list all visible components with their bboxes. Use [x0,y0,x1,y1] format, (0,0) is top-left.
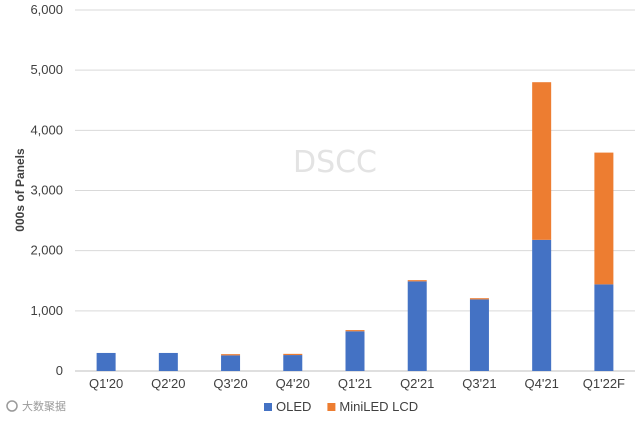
x-axis-ticks: Q1'20 Q2'20 Q3'20 Q4'20 Q1'21 Q2'21 Q3'21 Q4'21… [89,376,625,391]
source-logo-text: 大数聚据 [22,399,66,413]
bar-oled [345,331,365,371]
x-tick-label: Q3'21 [462,376,496,391]
y-tick-label: 5,000 [30,62,63,77]
y-tick-label: 3,000 [30,183,63,198]
bar-miniled-lcd [283,353,303,356]
bar-miniled-lcd [532,82,552,240]
gridlines [75,9,635,372]
x-tick-label: Q1'21 [338,376,372,391]
bar-miniled-lcd [221,354,241,356]
source-logo: 大数聚据 [6,399,66,413]
y-axis-label: 000s of Panels [13,148,27,232]
legend: OLED MiniLED LCD [264,399,418,414]
bar-oled [594,284,614,371]
bar-oled [469,299,489,371]
legend-swatch [264,403,272,411]
bars [96,82,614,371]
bar-miniled-lcd [407,280,427,282]
bar-oled [283,355,303,371]
bar-oled [158,352,178,371]
x-tick-label: Q1'20 [89,376,123,391]
legend-label: OLED [276,399,311,414]
y-tick-label: 2,000 [30,243,63,258]
y-tick-label: 4,000 [30,122,63,137]
x-tick-label: Q3'20 [213,376,247,391]
x-tick-label: Q4'21 [525,376,559,391]
bar-miniled-lcd [594,152,614,285]
y-axis-ticks: 0 1,000 2,000 3,000 4,000 5,000 6,000 [30,2,63,378]
bar-miniled-lcd [469,298,489,300]
bar-oled [407,281,427,371]
y-tick-label: 1,000 [30,303,63,318]
logo-mark [6,400,18,412]
y-tick-label: 0 [56,363,63,378]
y-tick-label: 6,000 [30,2,63,17]
x-tick-label: Q2'21 [400,376,434,391]
watermark: DSCC [293,145,377,180]
x-tick-label: Q1'22F [583,376,625,391]
bar-oled [221,355,241,371]
bar-oled [532,239,552,371]
bar-oled [96,352,116,371]
legend-swatch [327,403,336,411]
legend-label: MiniLED LCD [339,399,418,414]
bar-miniled-lcd [345,330,365,332]
x-tick-label: Q2'20 [151,376,185,391]
x-tick-label: Q4'20 [276,376,310,391]
